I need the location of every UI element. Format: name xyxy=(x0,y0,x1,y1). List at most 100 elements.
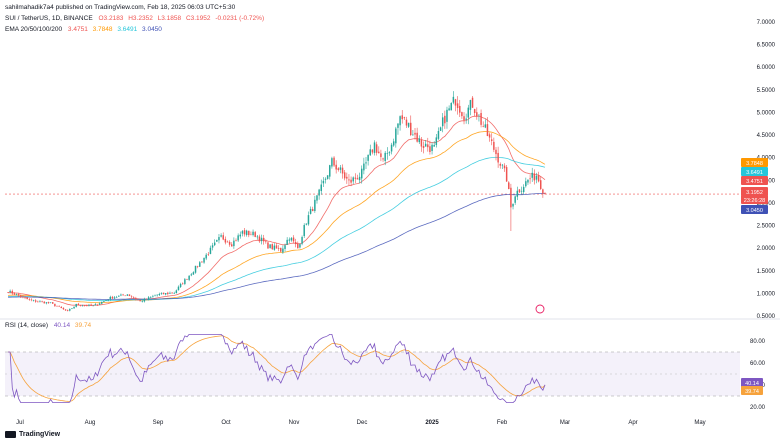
candle xyxy=(471,96,474,108)
candle-body xyxy=(69,309,71,311)
candle xyxy=(354,173,357,183)
candle-body xyxy=(544,193,546,195)
candle-body xyxy=(476,112,478,117)
candle xyxy=(337,167,340,172)
candle xyxy=(118,295,120,297)
x-tick-label: Feb xyxy=(497,420,508,426)
y-tick-label: 2.5000 xyxy=(757,224,776,230)
ema20-value: 3.4751 xyxy=(67,26,88,33)
candle xyxy=(343,169,346,181)
candle xyxy=(473,108,476,117)
candle xyxy=(307,211,310,226)
candle-body xyxy=(20,295,22,297)
candle xyxy=(326,175,329,180)
candle-body xyxy=(294,242,297,245)
candle xyxy=(124,295,126,297)
candle-body xyxy=(311,209,314,212)
candle xyxy=(105,299,107,302)
candle xyxy=(96,304,99,307)
candle xyxy=(448,105,450,111)
candle-body xyxy=(292,237,295,242)
rsi-tag-text: 39.74 xyxy=(745,389,759,395)
rsi-band xyxy=(5,352,740,396)
candle-body xyxy=(169,292,171,294)
candle-body xyxy=(358,176,361,181)
candle xyxy=(360,165,363,184)
candle xyxy=(160,292,163,295)
candle xyxy=(90,303,92,306)
candle xyxy=(358,172,361,184)
candle xyxy=(54,303,56,307)
candle xyxy=(30,298,33,302)
candle xyxy=(256,234,259,240)
candle xyxy=(254,231,256,238)
candle xyxy=(382,157,384,162)
rsi-line xyxy=(8,334,546,403)
candle-body xyxy=(226,241,229,243)
publisher-text: sahilmahadik7a4 published on TradingView… xyxy=(5,4,236,11)
candle xyxy=(331,156,333,169)
candle-body xyxy=(418,138,421,143)
candle-body xyxy=(122,294,124,296)
y-tick-label: 1.0000 xyxy=(757,291,776,297)
candle-body xyxy=(427,144,429,148)
candle-body xyxy=(516,190,519,197)
candle-body xyxy=(365,162,367,164)
candle-body xyxy=(231,244,233,247)
symbol-label[interactable]: SUI / TetherUS, 1D, BINANCE xyxy=(5,15,93,22)
candle-body xyxy=(245,230,248,235)
candle xyxy=(98,302,101,306)
price-tag-ema200: 3.0450 xyxy=(741,205,768,214)
candle xyxy=(454,98,457,112)
price-tag-price: 3.1952 xyxy=(741,187,768,196)
candle-body xyxy=(529,178,531,180)
x-tick-label: Dec xyxy=(357,420,368,426)
ema-legend[interactable]: EMA 20/50/100/200 3.4751 3.7848 3.6491 3… xyxy=(5,26,162,33)
candle xyxy=(45,302,48,305)
candle-body xyxy=(34,300,37,302)
candle-body xyxy=(435,137,438,145)
rsi-legend[interactable]: RSI (14, close) 40.14 39.74 xyxy=(5,322,91,329)
candle xyxy=(228,240,231,247)
candle-body xyxy=(486,124,489,137)
ema100-line xyxy=(7,156,546,302)
candle xyxy=(365,157,367,170)
candle xyxy=(516,186,519,201)
candle-body xyxy=(150,296,152,298)
candle-body xyxy=(152,296,154,297)
candle-body xyxy=(335,164,337,170)
candle xyxy=(356,174,359,180)
candle xyxy=(43,301,45,304)
candle xyxy=(186,278,188,280)
candle-body xyxy=(439,127,442,131)
candle-body xyxy=(45,302,48,304)
candle xyxy=(32,299,35,302)
candle xyxy=(459,99,461,118)
candle xyxy=(241,229,244,237)
rsi-tag-bg xyxy=(741,386,763,395)
candle xyxy=(28,298,31,301)
candle xyxy=(388,151,391,156)
price-tag-bg xyxy=(741,205,768,214)
candle xyxy=(339,164,342,174)
candle-body xyxy=(471,97,474,108)
candle xyxy=(439,126,442,132)
candle xyxy=(128,294,131,297)
candle xyxy=(141,300,143,303)
candle xyxy=(71,308,73,310)
candle xyxy=(24,296,26,300)
candle-body xyxy=(52,302,54,304)
candle xyxy=(49,302,52,304)
candle xyxy=(499,162,501,169)
candle xyxy=(184,278,186,286)
candle xyxy=(269,244,271,249)
candle xyxy=(480,109,482,128)
candle-body xyxy=(181,283,184,285)
symbol-row: SUI / TetherUS, 1D, BINANCE O3.2183 H3.2… xyxy=(5,15,264,22)
candle xyxy=(461,111,463,119)
candle-body xyxy=(143,298,146,302)
candle-body xyxy=(356,178,359,180)
candle-body xyxy=(407,122,410,127)
candle-body xyxy=(461,112,463,117)
candle-body xyxy=(171,292,173,294)
